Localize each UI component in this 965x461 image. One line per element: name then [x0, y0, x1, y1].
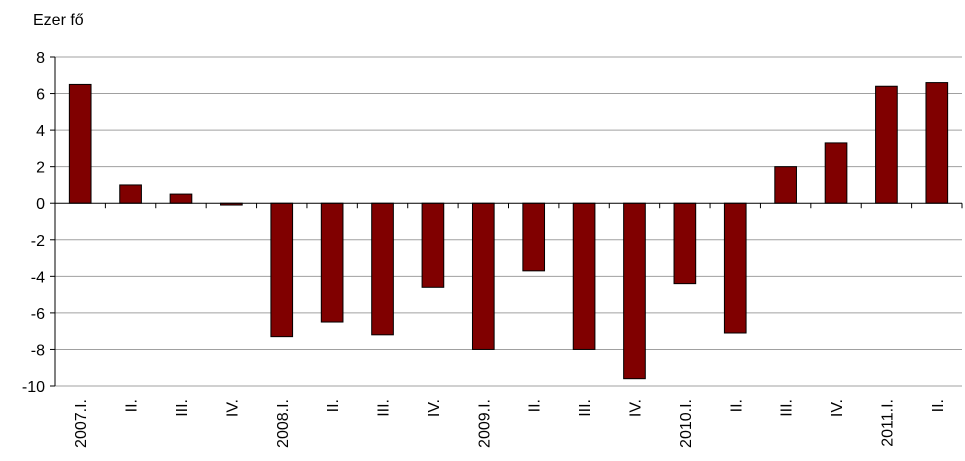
bar [371, 202, 394, 336]
bar [169, 193, 193, 204]
y-tick-label: 0 [36, 196, 45, 213]
bar [421, 202, 445, 288]
y-tick-label: 6 [36, 87, 45, 104]
y-tick-label: 8 [36, 50, 45, 67]
y-tick-label: -2 [31, 233, 45, 250]
bar [824, 142, 848, 204]
bar [320, 202, 344, 323]
bar [673, 202, 697, 285]
x-tick-label: 2010.I. [678, 399, 695, 448]
y-tick-label: 4 [36, 123, 45, 140]
x-tick-label: 2008.I. [275, 399, 292, 448]
x-tick-label: II. [124, 399, 141, 412]
x-tick-label: III. [174, 399, 191, 417]
x-tick-label: II. [728, 399, 745, 412]
bar [875, 85, 898, 204]
x-tick-label: III. [376, 399, 393, 417]
bar [774, 166, 797, 204]
gridlines [55, 56, 962, 387]
bar [471, 202, 495, 350]
x-tick-label: 2009.I. [476, 399, 493, 448]
bar [623, 202, 646, 380]
bar [723, 202, 747, 334]
x-axis: 2007.I. II. III. IV. 2008.I. II. III. IV. 2009.I… [54, 202, 963, 448]
unit-label: Ezer fő [33, 12, 84, 29]
x-tick-label: IV. [224, 399, 241, 417]
x-tick-label: 2007.I. [73, 399, 90, 448]
bars [68, 82, 949, 380]
x-tick-label: II. [527, 399, 544, 412]
x-tick-label: III. [577, 399, 594, 417]
x-tick-label: II. [930, 399, 947, 412]
y-tick-label: -8 [31, 342, 45, 359]
x-tick-label: III. [779, 399, 796, 417]
y-tick-label: -4 [31, 269, 45, 286]
bar [572, 202, 596, 350]
x-tick-label: II. [325, 399, 342, 412]
bar [270, 202, 294, 338]
bar [68, 83, 92, 204]
y-tick-label: 2 [36, 160, 45, 177]
y-tick-label: -6 [31, 306, 45, 323]
x-tick-label: IV. [627, 399, 644, 417]
bar [119, 184, 142, 204]
bar [522, 202, 546, 272]
x-tick-label: IV. [829, 399, 846, 417]
bar [925, 82, 949, 204]
x-tick-label: 2011.I. [879, 399, 896, 447]
x-tick-label: IV. [426, 399, 443, 417]
y-axis: 8 6 4 2 0 -2 -4 -6 -8 -10 [22, 50, 56, 396]
y-tick-label: -10 [22, 379, 45, 396]
